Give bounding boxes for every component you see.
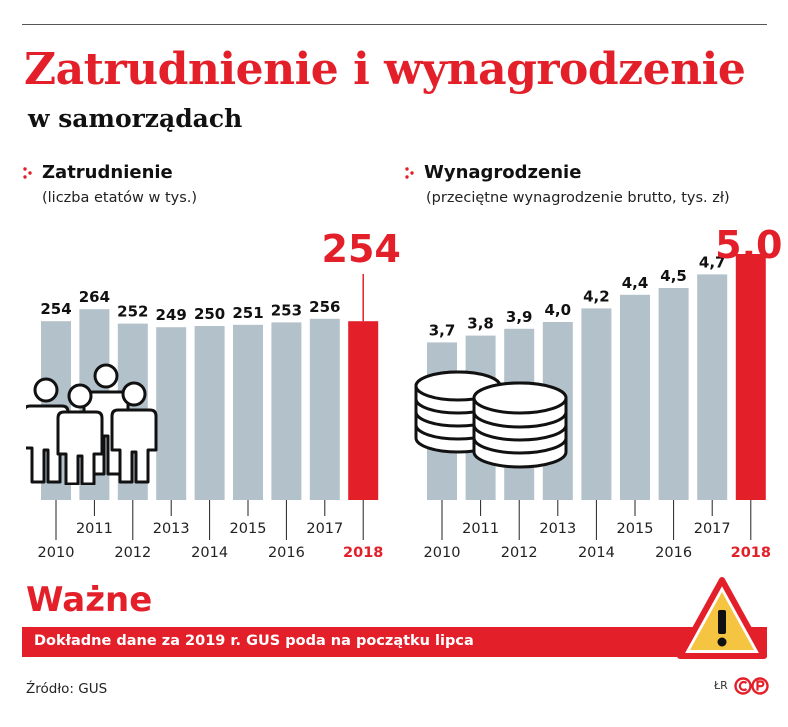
value-label: 251 xyxy=(232,304,263,322)
year-label: 2014 xyxy=(191,545,228,561)
value-label: 254 xyxy=(40,300,71,318)
value-label: 254 xyxy=(322,227,401,271)
copyright-logo-icon xyxy=(734,677,769,695)
value-label: 4,0 xyxy=(545,301,572,319)
employment-subheading: (liczba etatów w tys.) xyxy=(42,190,198,206)
year-label: 2016 xyxy=(655,545,692,561)
value-label: 256 xyxy=(309,298,340,316)
year-label: 2013 xyxy=(539,521,576,537)
year-label: 2016 xyxy=(268,545,305,561)
year-label: 2015 xyxy=(230,521,267,537)
coins-icon xyxy=(414,370,568,469)
value-label: 264 xyxy=(79,288,110,306)
value-label: 3,9 xyxy=(506,308,533,326)
year-label: 2012 xyxy=(501,545,538,561)
author-credit: ŁR xyxy=(714,679,728,692)
value-label: 5,0 xyxy=(715,223,782,267)
value-label: 253 xyxy=(271,301,302,319)
salary-chart: 2010 3,7 2011 3,8 2012 3,9 2013 4,0 2014 4,2 2015 4… xyxy=(424,223,783,561)
bar xyxy=(581,308,612,500)
employment-heading: Zatrudnienie xyxy=(42,162,173,183)
bar xyxy=(233,324,263,500)
bar xyxy=(271,322,302,500)
bar xyxy=(735,254,766,500)
bar xyxy=(697,274,728,500)
bar xyxy=(194,326,225,500)
people-icon xyxy=(26,363,158,485)
year-label: 2012 xyxy=(114,545,151,561)
value-label: 4,2 xyxy=(583,287,610,305)
bar xyxy=(348,321,379,500)
value-label: 249 xyxy=(156,306,187,324)
notice-bar xyxy=(22,627,767,657)
year-label: 2011 xyxy=(462,521,499,537)
bullet-icon xyxy=(23,167,32,179)
bar xyxy=(658,288,689,500)
notice-heading: Ważne xyxy=(26,580,153,620)
value-label: 3,7 xyxy=(429,321,456,339)
year-label: 2018 xyxy=(731,545,771,561)
year-label: 2014 xyxy=(578,545,615,561)
value-label: 252 xyxy=(117,303,148,321)
value-label: 4,4 xyxy=(622,274,649,292)
year-label: 2017 xyxy=(694,521,731,537)
top-rule xyxy=(22,24,767,25)
salary-heading: Wynagrodzenie xyxy=(424,162,582,183)
bullet-icon xyxy=(405,167,414,179)
year-label: 2011 xyxy=(76,521,113,537)
bar xyxy=(156,327,187,500)
year-label: 2017 xyxy=(306,521,343,537)
page-title: Zatrudnienie i wynagrodzenie xyxy=(24,44,746,95)
value-label: 250 xyxy=(194,305,225,323)
year-label: 2013 xyxy=(153,521,190,537)
source-note: Źródło: GUS xyxy=(26,681,108,697)
salary-subheading: (przeciętne wynagrodzenie brutto, tys. z… xyxy=(426,190,730,206)
warning-icon xyxy=(677,577,767,659)
page-subtitle: w samorządach xyxy=(28,104,243,133)
year-label: 2018 xyxy=(343,545,383,561)
year-label: 2010 xyxy=(38,545,75,561)
year-label: 2015 xyxy=(617,521,654,537)
value-label: 4,5 xyxy=(660,267,687,285)
bar xyxy=(309,318,340,500)
bar xyxy=(620,294,650,500)
value-label: 3,8 xyxy=(467,315,494,333)
value-label: 4,7 xyxy=(699,253,726,271)
notice-text: Dokładne dane za 2019 r. GUS poda na poc… xyxy=(34,633,474,649)
year-label: 2010 xyxy=(424,545,461,561)
